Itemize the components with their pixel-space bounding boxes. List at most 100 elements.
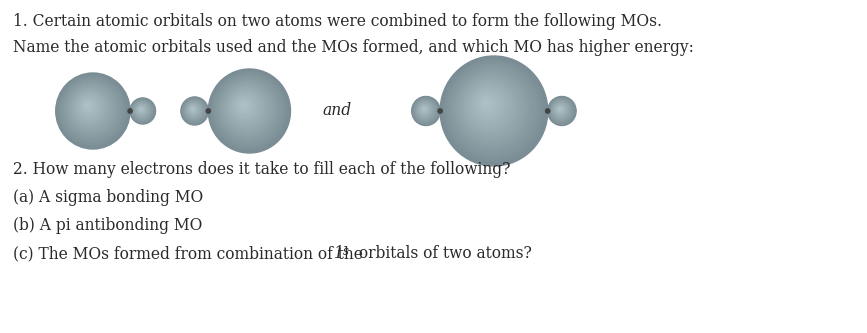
Ellipse shape <box>188 104 199 115</box>
Ellipse shape <box>192 108 193 110</box>
Ellipse shape <box>228 89 264 126</box>
Ellipse shape <box>418 103 432 117</box>
Ellipse shape <box>139 107 144 113</box>
Ellipse shape <box>218 80 277 139</box>
Ellipse shape <box>461 78 518 137</box>
Ellipse shape <box>553 102 569 118</box>
Ellipse shape <box>483 100 490 107</box>
Ellipse shape <box>550 98 574 123</box>
Ellipse shape <box>479 97 494 111</box>
Ellipse shape <box>224 85 270 132</box>
Ellipse shape <box>136 104 147 116</box>
Ellipse shape <box>549 98 575 124</box>
Ellipse shape <box>133 101 152 120</box>
Ellipse shape <box>58 75 127 146</box>
Ellipse shape <box>551 99 572 122</box>
Ellipse shape <box>416 102 434 119</box>
Ellipse shape <box>557 106 564 113</box>
Ellipse shape <box>217 77 279 142</box>
Ellipse shape <box>558 108 562 111</box>
Circle shape <box>206 109 211 113</box>
Ellipse shape <box>85 103 90 108</box>
Ellipse shape <box>81 99 96 114</box>
Ellipse shape <box>225 87 267 129</box>
Ellipse shape <box>188 105 199 115</box>
Ellipse shape <box>186 102 201 118</box>
Ellipse shape <box>182 99 206 123</box>
Ellipse shape <box>80 98 97 116</box>
Ellipse shape <box>63 81 121 139</box>
Ellipse shape <box>137 105 147 115</box>
Ellipse shape <box>57 74 128 148</box>
Ellipse shape <box>140 108 142 110</box>
Ellipse shape <box>551 101 570 120</box>
Ellipse shape <box>186 102 202 119</box>
Ellipse shape <box>421 106 427 113</box>
Ellipse shape <box>473 90 502 120</box>
Ellipse shape <box>234 95 256 118</box>
Ellipse shape <box>416 101 434 120</box>
Ellipse shape <box>133 100 153 121</box>
Ellipse shape <box>130 98 155 124</box>
Ellipse shape <box>214 75 283 145</box>
Ellipse shape <box>185 101 203 120</box>
Ellipse shape <box>556 104 566 115</box>
Ellipse shape <box>66 84 116 135</box>
Ellipse shape <box>417 102 433 118</box>
Ellipse shape <box>190 106 197 113</box>
Ellipse shape <box>553 102 569 118</box>
Ellipse shape <box>557 106 563 112</box>
Ellipse shape <box>138 106 145 113</box>
Ellipse shape <box>191 107 195 112</box>
Ellipse shape <box>552 102 570 119</box>
Ellipse shape <box>137 105 147 115</box>
Ellipse shape <box>140 108 143 111</box>
Ellipse shape <box>465 81 515 132</box>
Ellipse shape <box>459 75 523 141</box>
Ellipse shape <box>210 70 289 152</box>
Ellipse shape <box>60 77 124 143</box>
Ellipse shape <box>551 100 571 121</box>
Ellipse shape <box>186 103 200 117</box>
Ellipse shape <box>412 97 440 126</box>
Ellipse shape <box>238 100 250 111</box>
Ellipse shape <box>227 88 265 127</box>
Ellipse shape <box>75 94 103 121</box>
Ellipse shape <box>135 104 148 117</box>
Ellipse shape <box>477 93 499 116</box>
Text: (c) The MOs formed from combination of the: (c) The MOs formed from combination of t… <box>13 245 368 262</box>
Ellipse shape <box>208 69 290 153</box>
Ellipse shape <box>212 73 286 148</box>
Ellipse shape <box>139 107 144 112</box>
Circle shape <box>545 109 550 113</box>
Ellipse shape <box>552 101 570 120</box>
Ellipse shape <box>549 97 575 125</box>
Ellipse shape <box>240 101 248 110</box>
Ellipse shape <box>82 100 95 113</box>
Ellipse shape <box>414 98 438 123</box>
Ellipse shape <box>68 86 113 132</box>
Text: 2. How many electrons does it take to fill each of the following?: 2. How many electrons does it take to fi… <box>13 161 510 178</box>
Ellipse shape <box>211 71 287 150</box>
Ellipse shape <box>135 103 148 117</box>
Ellipse shape <box>415 100 435 121</box>
Ellipse shape <box>131 99 154 123</box>
Ellipse shape <box>420 104 430 115</box>
Ellipse shape <box>447 62 539 158</box>
Circle shape <box>438 109 442 113</box>
Ellipse shape <box>235 96 254 116</box>
Ellipse shape <box>414 99 437 122</box>
Ellipse shape <box>70 88 110 129</box>
Ellipse shape <box>418 103 432 117</box>
Ellipse shape <box>463 79 517 135</box>
Ellipse shape <box>237 98 252 114</box>
Ellipse shape <box>413 98 439 124</box>
Ellipse shape <box>447 64 538 156</box>
Ellipse shape <box>440 56 548 166</box>
Ellipse shape <box>414 99 436 122</box>
Ellipse shape <box>190 107 196 112</box>
Ellipse shape <box>215 76 281 143</box>
Ellipse shape <box>64 82 119 137</box>
Ellipse shape <box>556 105 565 114</box>
Ellipse shape <box>134 103 150 118</box>
